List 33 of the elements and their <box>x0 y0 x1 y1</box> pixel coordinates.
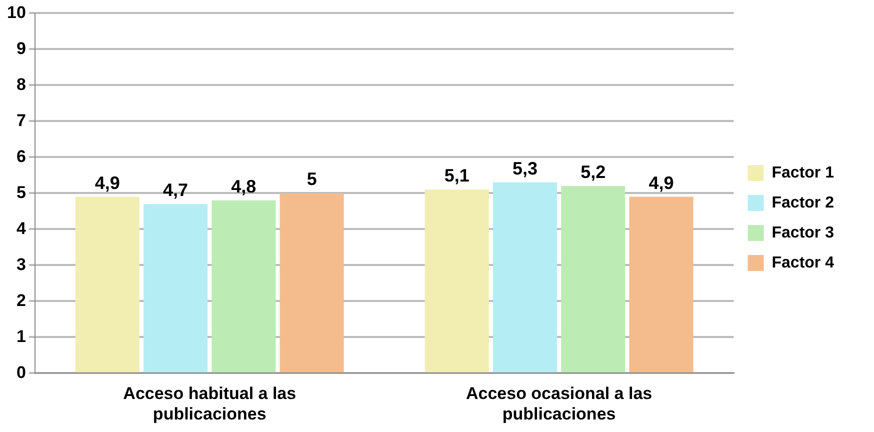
y-tick-label: 4 <box>16 218 26 238</box>
bar <box>75 196 140 372</box>
y-tick-label: 5 <box>16 182 26 202</box>
y-tick-label: 8 <box>16 74 26 94</box>
data-label: 4,8 <box>231 176 256 196</box>
y-tick-label: 10 <box>6 2 26 22</box>
y-tick-label: 7 <box>16 110 26 130</box>
data-label: 5 <box>306 169 317 190</box>
data-label: 4,7 <box>163 180 188 200</box>
bar <box>212 200 276 372</box>
y-tick-label: 0 <box>16 362 26 382</box>
y-tick-label: 6 <box>16 146 26 166</box>
bar <box>629 196 694 372</box>
y-tick-label: 3 <box>16 254 26 274</box>
legend-label: Factor 1 <box>772 164 834 182</box>
x-tick-label: Acceso habitual a las publicaciones <box>123 384 296 424</box>
data-label: 4,9 <box>648 172 674 193</box>
bar <box>561 186 626 372</box>
data-label: 5,3 <box>512 158 538 178</box>
legend-label: Factor 2 <box>772 194 834 212</box>
bar <box>492 182 557 372</box>
bar <box>280 193 344 372</box>
bar <box>144 204 208 372</box>
data-label: 5,2 <box>580 162 606 182</box>
data-label: 4,9 <box>94 172 120 193</box>
data-label: 5,1 <box>444 166 470 186</box>
y-tick-label: 9 <box>16 38 26 58</box>
bar <box>424 190 489 372</box>
legend-label: Factor 4 <box>772 254 834 272</box>
y-tick-label: 1 <box>16 326 26 346</box>
y-tick-label: 2 <box>16 290 26 310</box>
legend-label: Factor 3 <box>772 224 834 242</box>
x-tick-label: Acceso ocasional a las publicaciones <box>466 384 652 424</box>
